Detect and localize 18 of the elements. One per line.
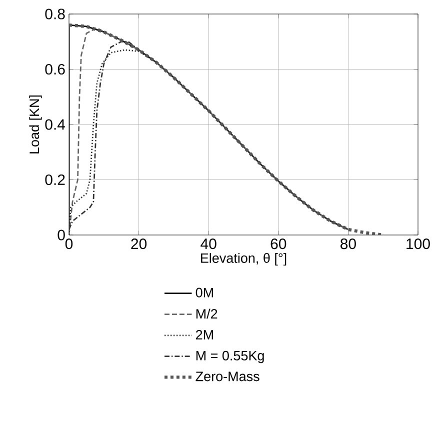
y-tick-label: 0.2 <box>45 174 65 186</box>
legend-label: 2M <box>196 330 213 340</box>
x-tick-label: 20 <box>131 238 147 250</box>
y-tick-label: 0 <box>58 230 65 240</box>
y-tick-label: 0.6 <box>45 64 65 75</box>
x-tick-label: 60 <box>270 238 286 250</box>
legend-label: M/2 <box>196 308 218 319</box>
x-tick-label: 0 <box>65 238 73 250</box>
x-tick-label: 80 <box>340 238 356 250</box>
x-axis-title: Elevation, θ [°] <box>201 252 286 266</box>
legend-label: Zero-Mass <box>196 372 260 382</box>
legend-label: M = 0.55Kg <box>196 350 264 364</box>
x-tick-label: 100 <box>406 238 430 250</box>
x-tick-label: 40 <box>200 238 216 250</box>
legend-label: 0M <box>196 288 213 298</box>
y-tick-label: 0.4 <box>45 119 66 130</box>
y-axis-title: Load [KN] <box>29 95 42 154</box>
y-tick-label: 0.8 <box>45 8 65 20</box>
